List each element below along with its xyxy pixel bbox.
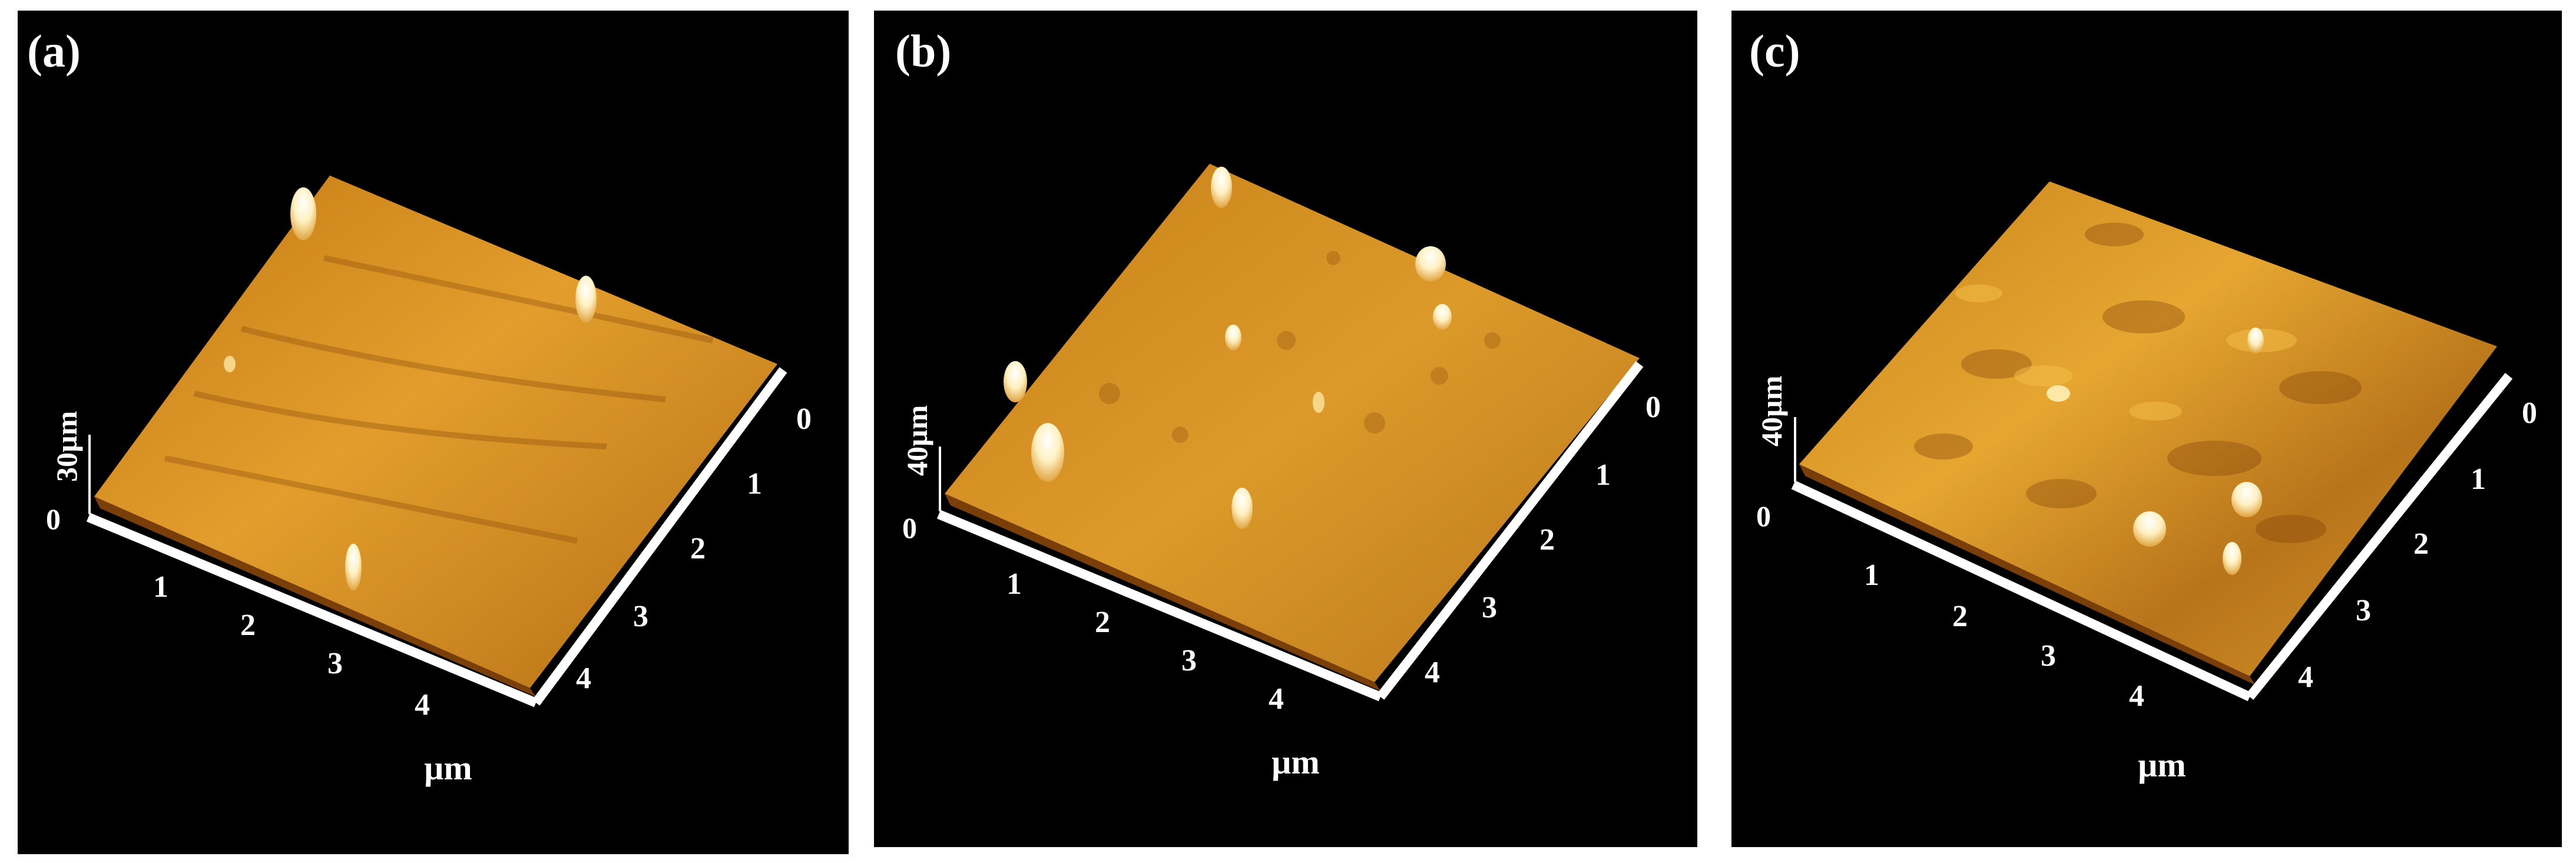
peak — [1415, 246, 1446, 282]
y-tick: 0 — [796, 402, 812, 436]
surface-plane — [945, 164, 1640, 682]
afm-surface-b: (b) 40µm 0 1 2 3 4 0 1 2 3 4 µm — [895, 25, 1661, 781]
y-tick: 1 — [747, 467, 762, 501]
x-tick: 3 — [2041, 639, 2056, 673]
y-tick: 4 — [1425, 656, 1440, 689]
peak — [1433, 304, 1452, 330]
y-axis-line — [2246, 372, 2513, 700]
x-tick: 1 — [1006, 567, 1022, 601]
peak — [1313, 392, 1325, 413]
peak — [224, 356, 236, 372]
peak — [1225, 325, 1241, 351]
afm-surface-a: (a) 30µm 0 1 2 3 4 0 1 2 3 4 µm — [27, 25, 812, 787]
peak — [345, 544, 362, 591]
x-tick: 4 — [415, 688, 430, 722]
x-tick: 3 — [1181, 644, 1197, 677]
y-tick: 0 — [2522, 396, 2537, 430]
y-tick: 2 — [2413, 527, 2429, 561]
afm-panel-a: (a) 30µm 0 1 2 3 4 0 1 2 3 4 µm — [18, 11, 849, 854]
surface-edge — [94, 497, 536, 697]
panel-label: (b) — [895, 25, 951, 77]
y-axis-line — [1376, 361, 1644, 700]
x-tick: 2 — [240, 609, 256, 642]
peak — [2247, 328, 2264, 353]
surface-edge — [945, 494, 1380, 691]
peak — [2133, 511, 2166, 547]
afm-panel-b: (b) 40µm 0 1 2 3 4 0 1 2 3 4 µm — [874, 11, 1697, 847]
y-tick: 3 — [633, 600, 648, 633]
y-tick: 1 — [2471, 462, 2486, 496]
unit-label: µm — [1272, 743, 1320, 781]
x-axis-line — [936, 510, 1383, 702]
x-tick: 3 — [327, 647, 343, 680]
peak — [1211, 167, 1232, 208]
y-tick: 3 — [1482, 591, 1497, 624]
peak — [575, 276, 597, 323]
peak — [1031, 423, 1064, 482]
peak — [1004, 361, 1027, 402]
z-axis-zero: 0 — [1756, 500, 1771, 533]
z-axis-label: 40µm — [1755, 376, 1788, 447]
x-tick: 4 — [1269, 682, 1284, 716]
peak — [1231, 488, 1253, 529]
y-axis-line — [532, 367, 787, 706]
panel-label: (c) — [1749, 25, 1800, 77]
surface-edge — [1799, 464, 2256, 685]
y-tick: 2 — [1539, 523, 1555, 557]
x-axis-line — [86, 512, 538, 707]
afm-panel-c: (c) 40µm 0 1 2 3 4 0 1 2 3 4 µm — [1731, 11, 2562, 847]
y-tick: 1 — [1595, 458, 1611, 492]
unit-label: µm — [2138, 746, 2186, 784]
x-tick: 2 — [1095, 606, 1110, 639]
y-tick: 2 — [690, 532, 706, 566]
surface-plane — [1799, 181, 2497, 676]
z-axis-label: 30µm — [50, 411, 83, 482]
x-tick: 2 — [1952, 600, 1968, 633]
y-tick: 4 — [2298, 660, 2313, 694]
peak — [2047, 385, 2070, 402]
x-tick: 4 — [2129, 679, 2144, 713]
afm-surface-c: (c) 40µm 0 1 2 3 4 0 1 2 3 4 µm — [1749, 25, 2537, 784]
z-axis-zero: 0 — [46, 502, 61, 535]
x-axis-line — [1791, 480, 2252, 702]
surface-plane — [94, 176, 777, 688]
unit-label: µm — [424, 749, 472, 787]
peak — [290, 187, 316, 240]
y-tick: 0 — [1645, 391, 1661, 424]
y-tick: 4 — [576, 662, 591, 695]
z-axis-label: 40µm — [900, 405, 933, 476]
x-tick: 1 — [1864, 558, 1879, 592]
y-tick: 3 — [2356, 594, 2371, 627]
peak — [2231, 482, 2262, 517]
x-tick: 1 — [153, 570, 168, 604]
peak — [2223, 542, 2241, 575]
z-axis-zero: 0 — [902, 511, 917, 544]
panel-label: (a) — [27, 25, 81, 77]
